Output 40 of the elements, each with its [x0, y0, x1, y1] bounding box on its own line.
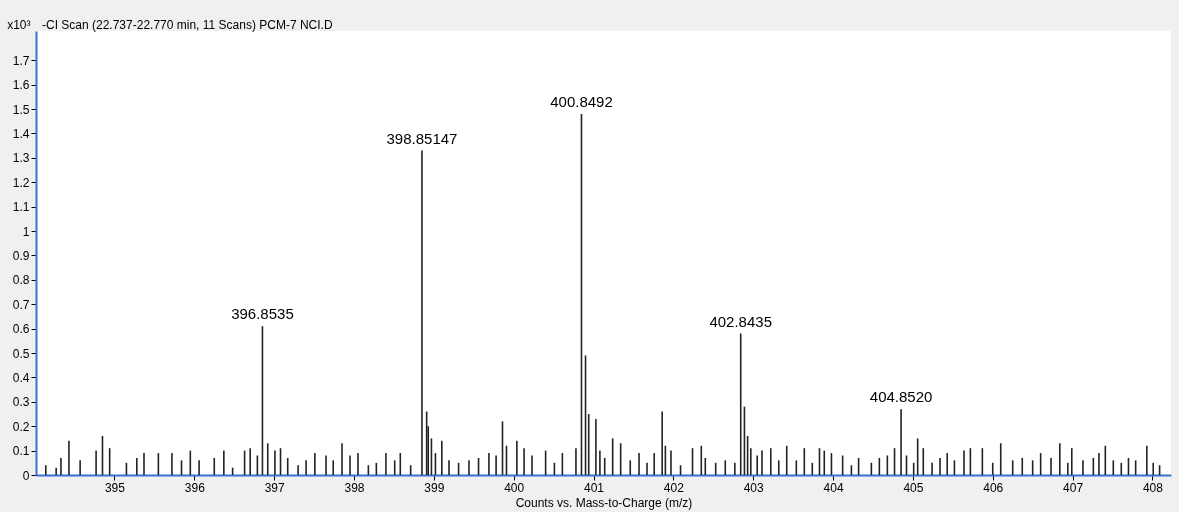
y-tick-label: 1.1 — [12, 200, 30, 215]
y-tick-label: 0.1 — [12, 444, 30, 459]
x-tick-label: 397 — [264, 480, 285, 495]
x-tick-label: 408 — [1142, 480, 1164, 495]
y-tick-label: 0.3 — [12, 395, 30, 410]
x-tick-label: 407 — [1063, 480, 1084, 495]
annotation: 396.8535 — [231, 305, 294, 323]
annotation: 404.8520 — [869, 388, 933, 406]
x-tick-label: 404 — [823, 480, 844, 495]
annotation: 400.8492 — [550, 92, 613, 110]
y-tick-label: 0 — [22, 468, 30, 483]
chart-title: -CI Scan (22.737-22.770 min, 11 Scans) PCM-7 NCI.D — [42, 18, 333, 32]
y-tick-label: 0.2 — [12, 419, 30, 434]
x-tick-label: 403 — [743, 480, 765, 495]
y-tick-label: 1.4 — [12, 126, 30, 141]
y-axis-title: x10³ — [7, 17, 31, 32]
x-tick-label: 398 — [344, 480, 365, 495]
x-tick-label: 401 — [584, 480, 605, 495]
y-tick-label: 1 — [22, 224, 30, 239]
y-tick-label: 1.6 — [12, 78, 30, 93]
y-tick-label: 1.5 — [12, 102, 30, 117]
y-tick-label: 0.7 — [12, 297, 30, 312]
x-axis-title: Counts vs. Mass-to-Charge (m/z) — [515, 495, 693, 510]
y-tick-label: 0.5 — [12, 346, 30, 361]
y-tick-label: 1.2 — [12, 175, 30, 190]
x-tick-label: 405 — [903, 480, 924, 495]
x-tick-label: 402 — [663, 480, 685, 495]
y-tick-label: 0.9 — [12, 248, 30, 263]
y-tick-label: 0.4 — [12, 370, 30, 385]
x-tick-label: 396 — [184, 480, 206, 495]
y-tick-label: 0.8 — [12, 273, 30, 288]
x-tick-label: 406 — [983, 480, 1004, 495]
annotation: 398.85147 — [386, 129, 458, 147]
y-tick-label: 0.6 — [12, 322, 30, 337]
x-tick-label: 399 — [424, 480, 445, 495]
x-tick-label: 395 — [104, 480, 126, 495]
annotation: 402.8435 — [709, 312, 772, 330]
y-tick-label: 1.7 — [12, 53, 30, 68]
x-tick-label: 400 — [504, 480, 525, 495]
y-tick-label: 1.3 — [12, 151, 30, 166]
